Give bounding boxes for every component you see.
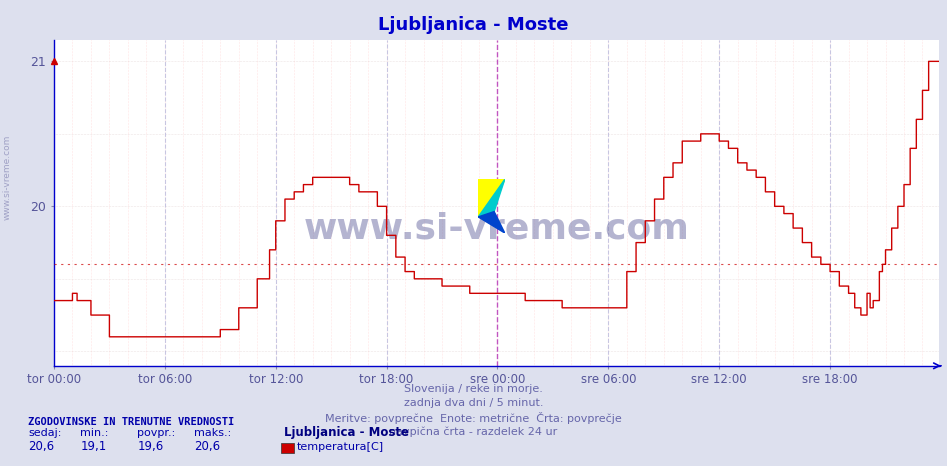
Text: 19,6: 19,6 xyxy=(137,440,164,452)
Text: min.:: min.: xyxy=(80,428,109,438)
Text: 20,6: 20,6 xyxy=(194,440,221,452)
Text: temperatura[C]: temperatura[C] xyxy=(296,442,384,452)
Text: povpr.:: povpr.: xyxy=(137,428,175,438)
Text: Ljubljanica - Moste: Ljubljanica - Moste xyxy=(378,16,569,34)
Text: Slovenija / reke in morje.: Slovenija / reke in morje. xyxy=(404,384,543,394)
Text: Meritve: povprečne  Enote: metrične  Črta: povprečje: Meritve: povprečne Enote: metrične Črta:… xyxy=(325,412,622,425)
Text: sedaj:: sedaj: xyxy=(28,428,62,438)
Text: 19,1: 19,1 xyxy=(80,440,107,452)
Text: 20,6: 20,6 xyxy=(28,440,55,452)
Text: maks.:: maks.: xyxy=(194,428,231,438)
Text: navpična črta - razdelek 24 ur: navpična črta - razdelek 24 ur xyxy=(389,426,558,437)
Text: ZGODOVINSKE IN TRENUTNE VREDNOSTI: ZGODOVINSKE IN TRENUTNE VREDNOSTI xyxy=(28,418,235,427)
Text: www.si-vreme.com: www.si-vreme.com xyxy=(304,212,689,246)
Polygon shape xyxy=(478,179,505,217)
Text: zadnja dva dni / 5 minut.: zadnja dva dni / 5 minut. xyxy=(403,398,544,408)
Text: www.si-vreme.com: www.si-vreme.com xyxy=(3,134,12,220)
Polygon shape xyxy=(478,212,505,233)
Polygon shape xyxy=(478,179,505,217)
Text: Ljubljanica - Moste: Ljubljanica - Moste xyxy=(284,426,409,439)
